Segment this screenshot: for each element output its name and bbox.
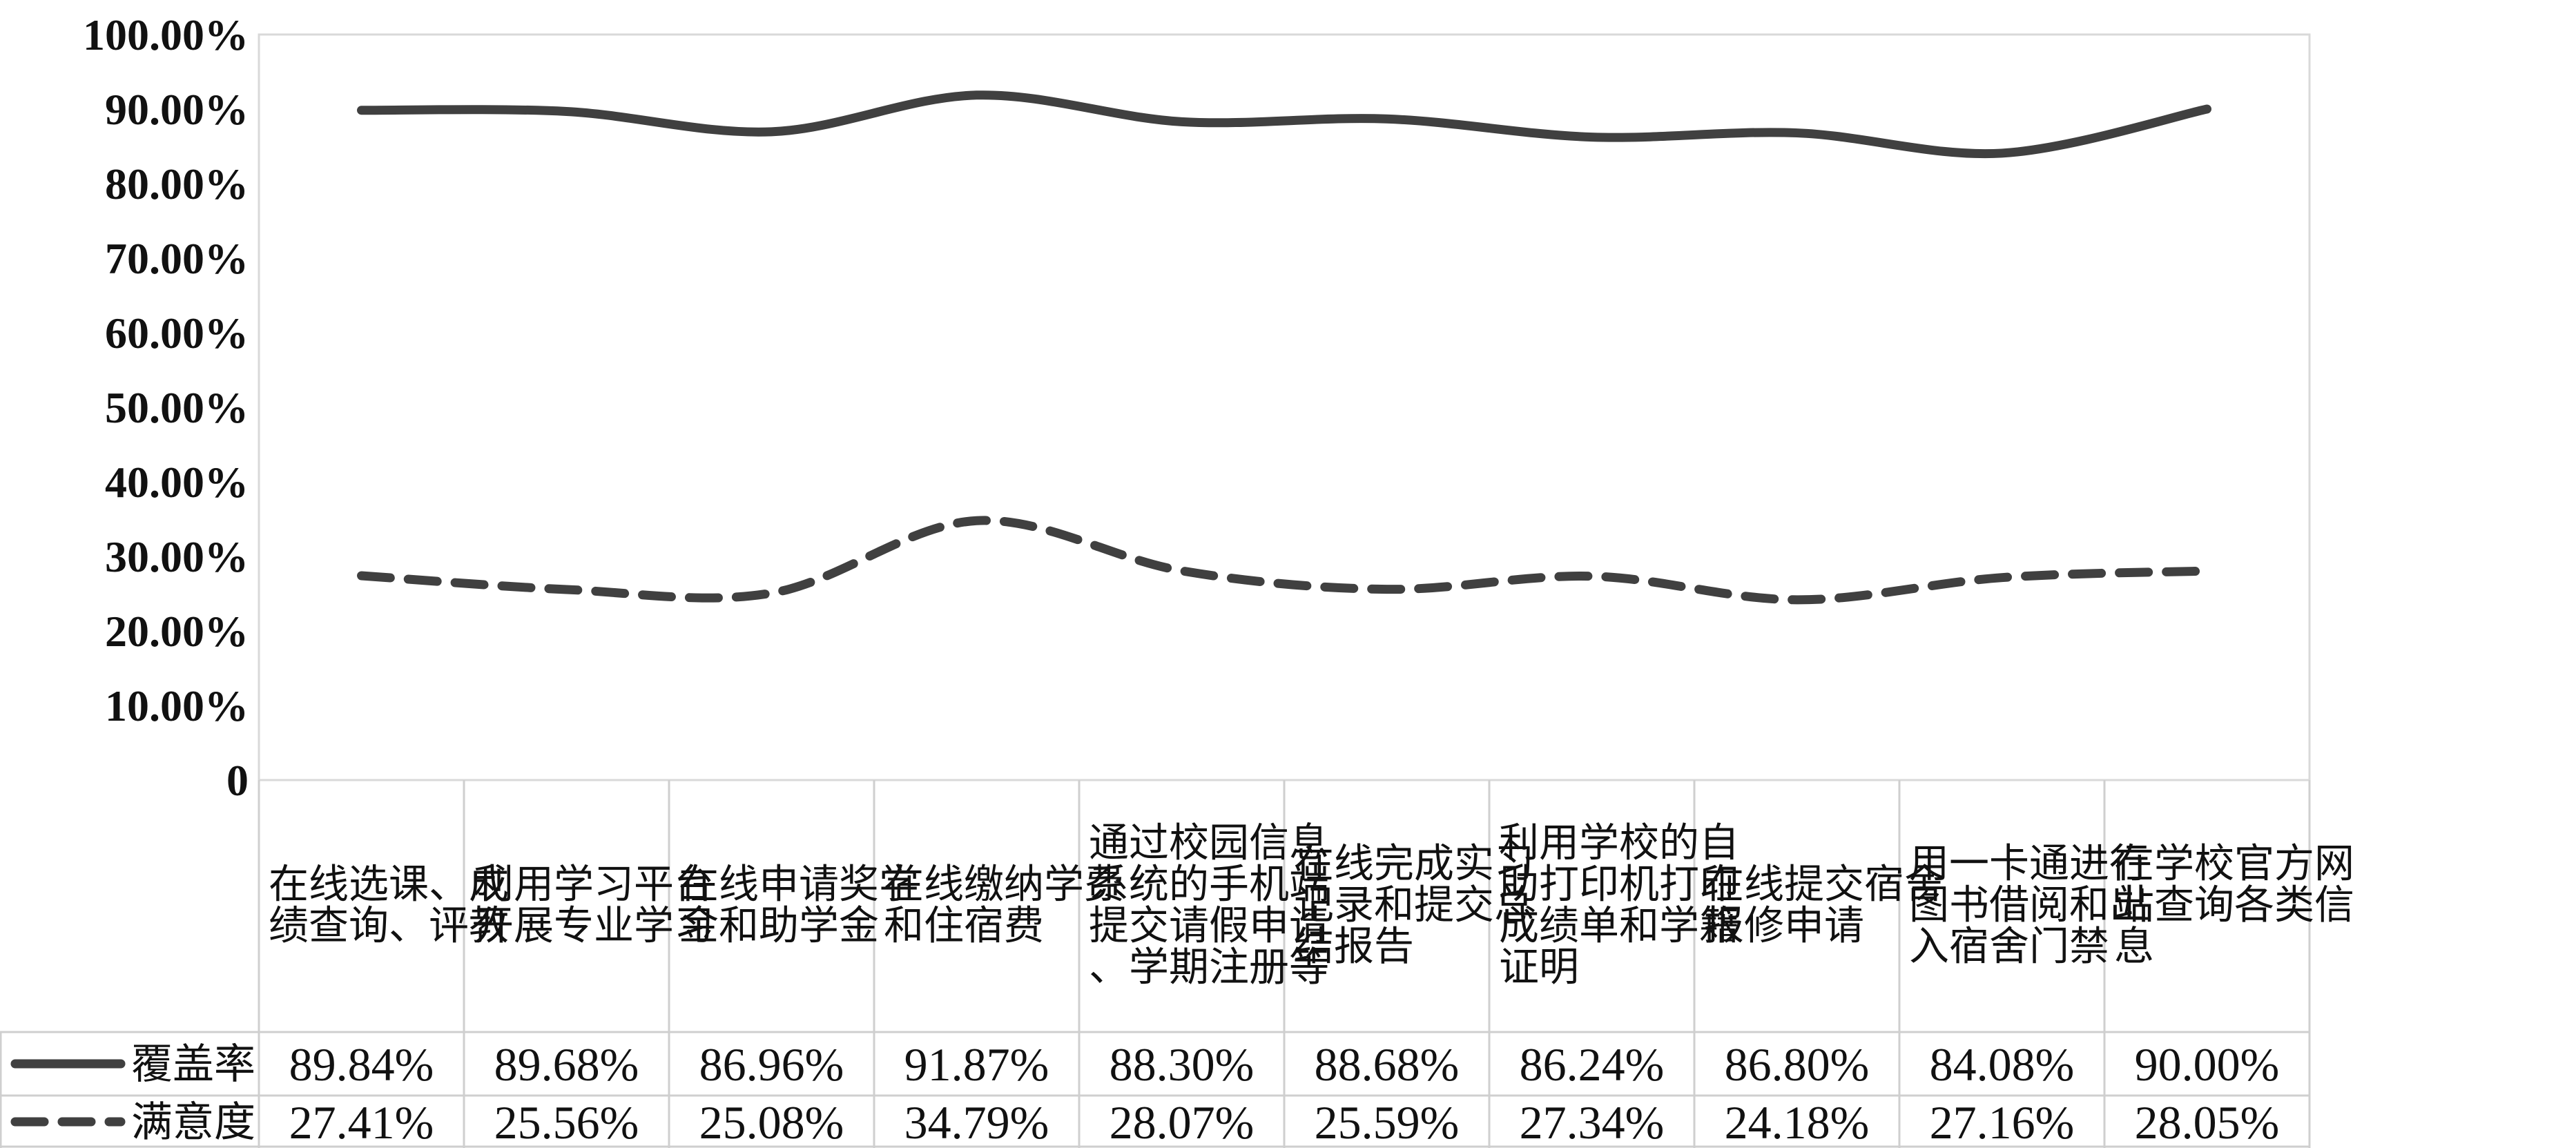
data-label: 86.96% (699, 1038, 844, 1091)
data-label: 91.87% (904, 1038, 1049, 1091)
y-tick-label: 20.00% (105, 607, 249, 656)
data-label: 24.18% (1725, 1096, 1870, 1148)
y-tick-label: 50.00% (105, 383, 249, 432)
data-label: 90.00% (2135, 1038, 2280, 1091)
data-label: 86.80% (1725, 1038, 1870, 1091)
x-tick-label: 在线申请奖学金和助学金 (679, 862, 919, 948)
x-tick-label: 在线缴纳学费和住宿费 (884, 862, 1124, 948)
x-tick-label: 利用学习平台开展专业学习 (474, 862, 714, 948)
data-label: 89.68% (494, 1038, 639, 1091)
series-line-1 (357, 90, 2211, 159)
x-tick-label: 在线提交宿舍报修申请 (1704, 862, 1944, 948)
data-label: 28.07% (1110, 1096, 1255, 1148)
x-tick-label: 通过校园信息系统的手机端提交请假申请、学期注册等 (1089, 821, 1329, 990)
x-tick-label: 利用学校的自助打印机打印成绩单和学籍证明 (1499, 821, 1739, 990)
legend-label: 满意度 (131, 1100, 255, 1145)
data-label: 88.30% (1110, 1038, 1255, 1091)
x-tick-label: 用一卡通进行图书借阅和出入宿舍门禁 (1909, 841, 2149, 969)
legend-label: 覆盖率 (131, 1042, 255, 1087)
data-label: 25.59% (1315, 1096, 1460, 1148)
x-tick-label: 在学校官方网站查询各类信息 (2114, 841, 2354, 969)
y-tick-label: 40.00% (105, 458, 249, 507)
data-label: 25.08% (699, 1096, 844, 1148)
data-label: 28.05% (2135, 1096, 2280, 1148)
x-tick-label: 在线完成实习记录和提交总结报告 (1294, 841, 1534, 969)
y-tick-label: 10.00% (105, 681, 249, 730)
y-tick-label: 100.00% (83, 10, 249, 59)
y-tick-label: 60.00% (105, 309, 249, 358)
series-line-2 (357, 516, 2211, 605)
y-tick-label: 80.00% (105, 159, 249, 208)
data-label: 25.56% (494, 1096, 639, 1148)
data-label: 89.84% (289, 1038, 434, 1091)
data-label: 88.68% (1315, 1038, 1460, 1091)
y-tick-label: 0 (226, 756, 249, 805)
data-label: 27.34% (1520, 1096, 1665, 1148)
x-tick-label: 在线选课、成绩查询、评教 (269, 862, 509, 948)
plot-area (258, 33, 2311, 781)
y-tick-label: 30.00% (105, 532, 249, 581)
data-label: 84.08% (1930, 1038, 2075, 1091)
data-label: 27.41% (289, 1096, 434, 1148)
data-label: 86.24% (1520, 1038, 1665, 1091)
y-tick-label: 90.00% (105, 85, 249, 134)
data-label: 27.16% (1930, 1096, 2075, 1148)
data-label: 34.79% (904, 1096, 1049, 1148)
y-tick-label: 70.00% (105, 234, 249, 283)
